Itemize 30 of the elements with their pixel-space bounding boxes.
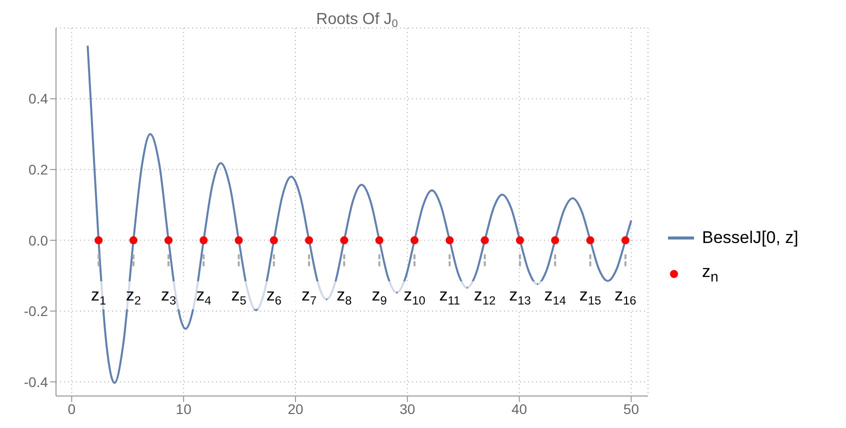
- x-tick-label: 50: [623, 400, 640, 417]
- x-tick-label: 10: [176, 400, 192, 417]
- chart-title: Roots Of J$_{0}$: [316, 11, 398, 30]
- legend-label: BesselJ[0, z]: [702, 228, 798, 248]
- annotation: z$_{1}$: [91, 285, 107, 307]
- annotation: z$_{8}$: [336, 285, 352, 307]
- annotation: z$_{10}$: [404, 285, 426, 307]
- annotation: z$_{15}$: [579, 285, 602, 307]
- annotation: z$_{14}$: [544, 285, 566, 307]
- annotation: z$_{5}$: [231, 285, 247, 307]
- legend-label: z$_{n}$: [702, 262, 718, 286]
- annotation: z$_{6}$: [266, 285, 282, 307]
- y-tick-label: 0.2: [28, 162, 48, 178]
- annotation: z$_{7}$: [301, 285, 317, 307]
- x-tick-label: 30: [400, 400, 416, 417]
- x-tick-label: 0: [68, 400, 76, 417]
- annotation: z$_{4}$: [196, 285, 212, 307]
- y-tick-label: 0.4: [28, 90, 48, 107]
- y-tick-label: -0.2: [24, 303, 48, 320]
- y-tick-label: 0.0: [28, 232, 48, 248]
- annotation: z$_{11}$: [439, 285, 460, 307]
- x-tick-label: 40: [512, 400, 528, 417]
- annotation: z$_{2}$: [126, 285, 142, 307]
- annotation: z$_{12}$: [474, 285, 496, 307]
- annotation: z$_{16}$: [614, 285, 637, 307]
- annotation: z$_{3}$: [160, 285, 176, 307]
- annotation: z$_{9}$: [372, 285, 388, 307]
- y-tick-label: -0.4: [24, 374, 48, 390]
- annotation: z$_{13}$: [509, 285, 532, 307]
- x-tick-label: 20: [288, 400, 304, 417]
